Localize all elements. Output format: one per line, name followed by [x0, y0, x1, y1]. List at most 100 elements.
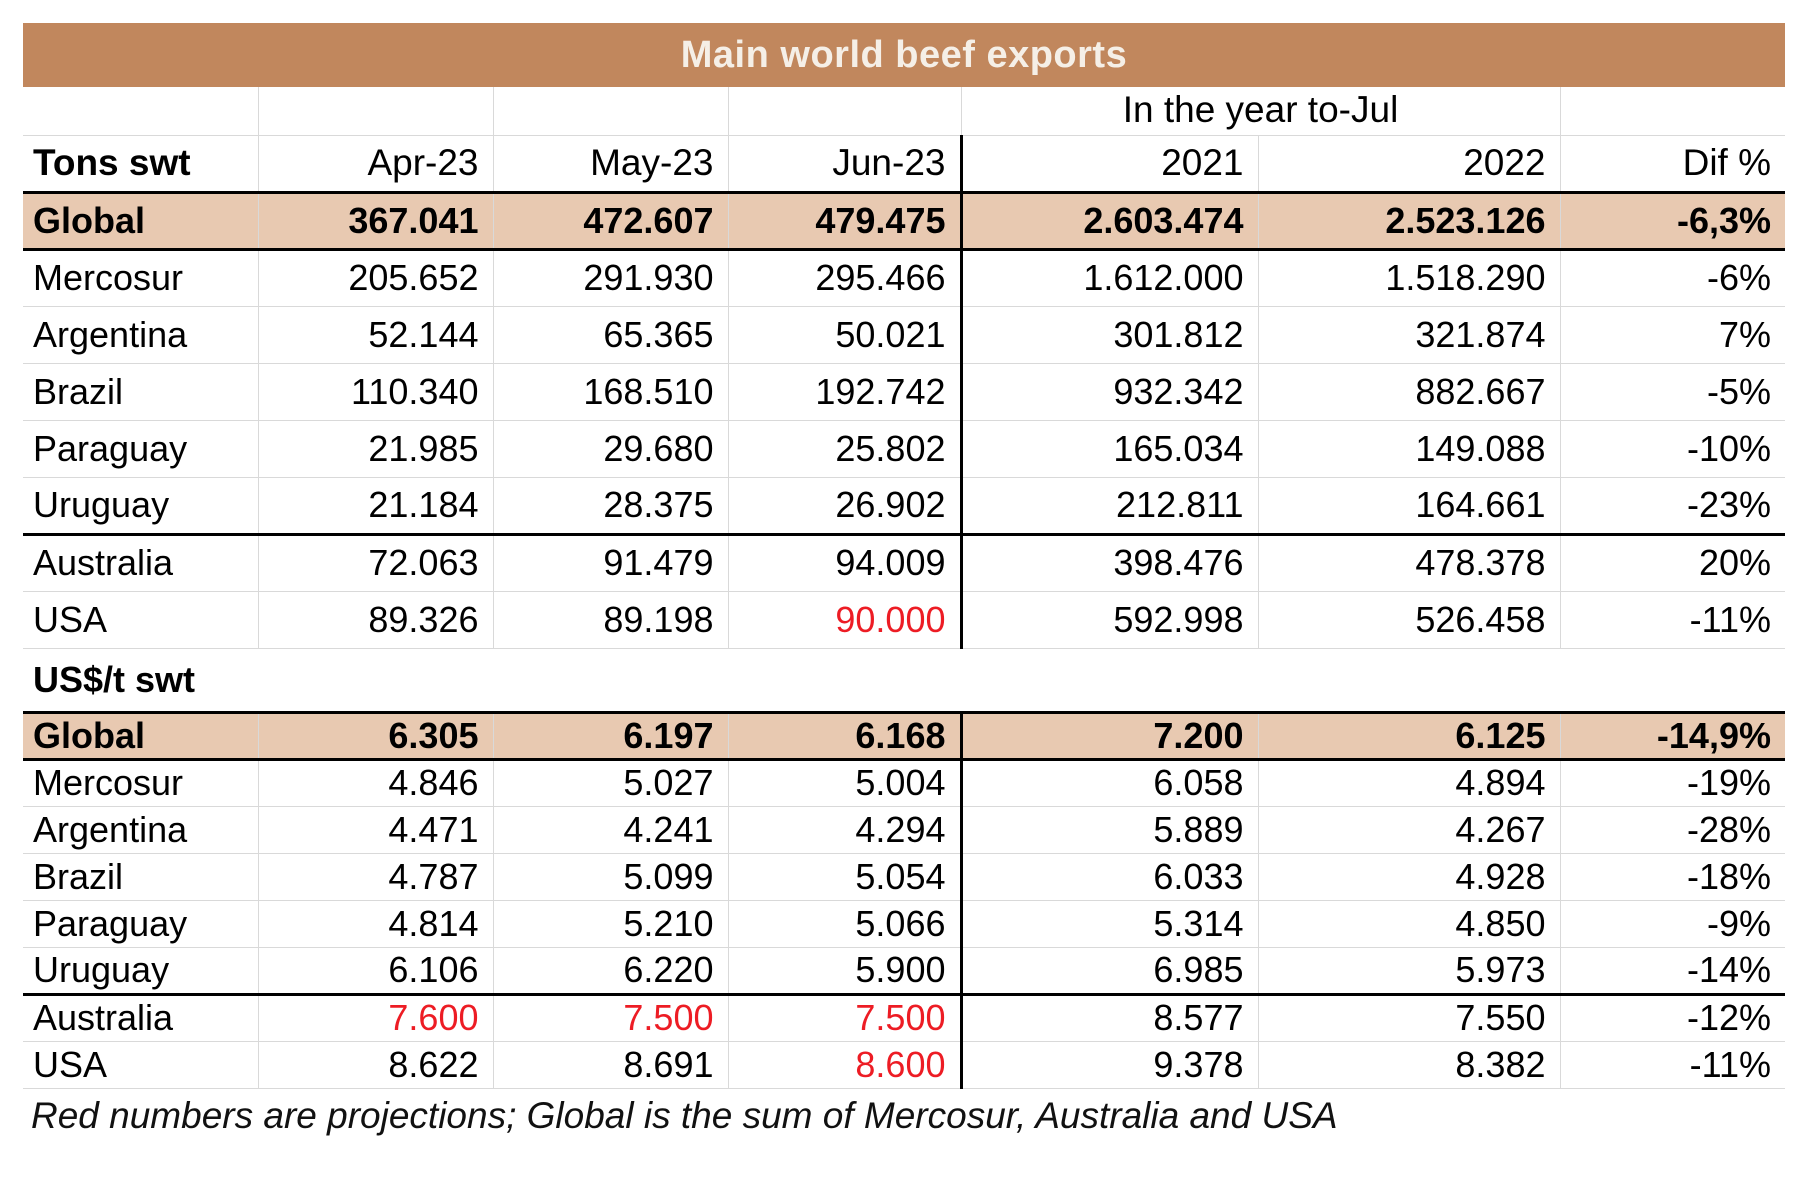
value-cell: 6.985: [959, 947, 1258, 996]
value-cell: 321.874: [1257, 306, 1560, 364]
empty-cell: [727, 87, 961, 136]
value-cell: 6.125: [1257, 710, 1560, 761]
col-header-2021: 2021: [959, 135, 1258, 194]
value-cell: 6.197: [492, 710, 728, 761]
value-cell: -23%: [1559, 477, 1785, 536]
value-cell: 8.600: [727, 1041, 961, 1089]
value-cell: 72.063: [257, 534, 493, 592]
value-cell: 7.500: [492, 994, 728, 1042]
value-cell: 367.041: [257, 192, 493, 251]
value-cell: 8.382: [1257, 1041, 1560, 1089]
table-row-usa: USA 8.622 8.691 8.600 9.378 8.382 -11%: [23, 1041, 1785, 1089]
row-label: Mercosur: [23, 249, 258, 307]
value-cell: 4.894: [1257, 759, 1560, 807]
value-cell: -28%: [1559, 806, 1785, 854]
row-label: Paraguay: [23, 420, 258, 478]
value-cell: 4.928: [1257, 853, 1560, 901]
value-cell: 5.889: [959, 806, 1258, 854]
value-cell: 89.198: [492, 591, 728, 649]
footnote: Red numbers are projections; Global is t…: [31, 1094, 1338, 1136]
value-cell: 398.476: [959, 534, 1258, 592]
col-header-2022: 2022: [1257, 135, 1560, 194]
value-cell: 882.667: [1257, 363, 1560, 421]
row-label: Brazil: [23, 363, 258, 421]
value-cell: 168.510: [492, 363, 728, 421]
year-group-row: In the year to-Jul: [23, 87, 1785, 136]
data-table: In the year to-Jul Tons swt Apr-23 May-2…: [23, 87, 1785, 1089]
row-label: Australia: [23, 994, 258, 1042]
value-cell: 5.099: [492, 853, 728, 901]
col-header-dif: Dif %: [1559, 135, 1785, 194]
value-cell: 21.184: [257, 477, 493, 536]
beef-exports-table: Main world beef exports In the year to-J…: [23, 23, 1785, 1137]
value-cell: 7.600: [257, 994, 493, 1042]
value-cell: 4.787: [257, 853, 493, 901]
row-label: USA: [23, 1041, 258, 1089]
value-cell: 8.691: [492, 1041, 728, 1089]
value-cell: 291.930: [492, 249, 728, 307]
value-cell: 5.900: [727, 947, 961, 996]
value-cell: 7%: [1559, 306, 1785, 364]
row-label: Argentina: [23, 806, 258, 854]
row-label: Brazil: [23, 853, 258, 901]
value-cell: 6.305: [257, 710, 493, 761]
value-cell: 205.652: [257, 249, 493, 307]
value-cell: 7.200: [959, 710, 1258, 761]
value-cell: -6%: [1559, 249, 1785, 307]
value-cell: 4.471: [257, 806, 493, 854]
value-cell: 5.314: [959, 900, 1258, 948]
table-row-brazil: Brazil 110.340 168.510 192.742 932.342 882.66…: [23, 363, 1785, 421]
empty-cell: [1559, 87, 1785, 136]
value-cell: -12%: [1559, 994, 1785, 1042]
table-title-bar: Main world beef exports: [23, 23, 1785, 87]
value-cell: -9%: [1559, 900, 1785, 948]
value-cell: -14,9%: [1559, 710, 1785, 761]
section-price-body: Global 6.305 6.197 6.168 7.200 6.125 -14,9% Mer…: [23, 710, 1785, 1089]
table-row-australia: Australia 7.600 7.500 7.500 8.577 7.550 -12%: [23, 994, 1785, 1042]
value-cell: 164.661: [1257, 477, 1560, 536]
value-cell: 6.058: [959, 759, 1258, 807]
value-cell: 29.680: [492, 420, 728, 478]
empty-cell: [23, 87, 258, 136]
table-row-global: Global 367.041 472.607 479.475 2.603.474 2.52…: [23, 192, 1785, 251]
row-label: USA: [23, 591, 258, 649]
value-cell: 7.550: [1257, 994, 1560, 1042]
value-cell: 26.902: [727, 477, 961, 536]
value-cell: -11%: [1559, 1041, 1785, 1089]
value-cell: 5.210: [492, 900, 728, 948]
value-cell: 592.998: [959, 591, 1258, 649]
row-label: Australia: [23, 534, 258, 592]
value-cell: 28.375: [492, 477, 728, 536]
value-cell: 165.034: [959, 420, 1258, 478]
value-cell: 9.378: [959, 1041, 1258, 1089]
value-cell: 5.066: [727, 900, 961, 948]
table-row-global: Global 6.305 6.197 6.168 7.200 6.125 -14,9%: [23, 710, 1785, 761]
table-row-australia: Australia 72.063 91.479 94.009 398.476 478.37…: [23, 534, 1785, 592]
value-cell: 8.622: [257, 1041, 493, 1089]
row-label: Uruguay: [23, 947, 258, 996]
column-header-row: Tons swt Apr-23 May-23 Jun-23 2021 2022 …: [23, 135, 1785, 194]
value-cell: 90.000: [727, 591, 961, 649]
table-row-uruguay: Uruguay 6.106 6.220 5.900 6.985 5.973 -14%: [23, 947, 1785, 996]
row-label: Paraguay: [23, 900, 258, 948]
value-cell: 932.342: [959, 363, 1258, 421]
section-tons-body: Global 367.041 472.607 479.475 2.603.474 2.52…: [23, 192, 1785, 649]
value-cell: 6.106: [257, 947, 493, 996]
row-label: Mercosur: [23, 759, 258, 807]
value-cell: 4.294: [727, 806, 961, 854]
value-cell: 212.811: [959, 477, 1258, 536]
value-cell: 526.458: [1257, 591, 1560, 649]
value-cell: 7.500: [727, 994, 961, 1042]
value-cell: 89.326: [257, 591, 493, 649]
value-cell: 479.475: [727, 192, 961, 251]
value-cell: 472.607: [492, 192, 728, 251]
section-unit-label: US$/t swt: [23, 648, 1785, 712]
value-cell: 4.814: [257, 900, 493, 948]
value-cell: 192.742: [727, 363, 961, 421]
col-header-jun23: Jun-23: [727, 135, 961, 194]
empty-cell: [492, 87, 728, 136]
value-cell: 5.054: [727, 853, 961, 901]
table-row-mercosur: Mercosur 4.846 5.027 5.004 6.058 4.894 -19%: [23, 759, 1785, 807]
value-cell: 5.027: [492, 759, 728, 807]
value-cell: 6.168: [727, 710, 961, 761]
